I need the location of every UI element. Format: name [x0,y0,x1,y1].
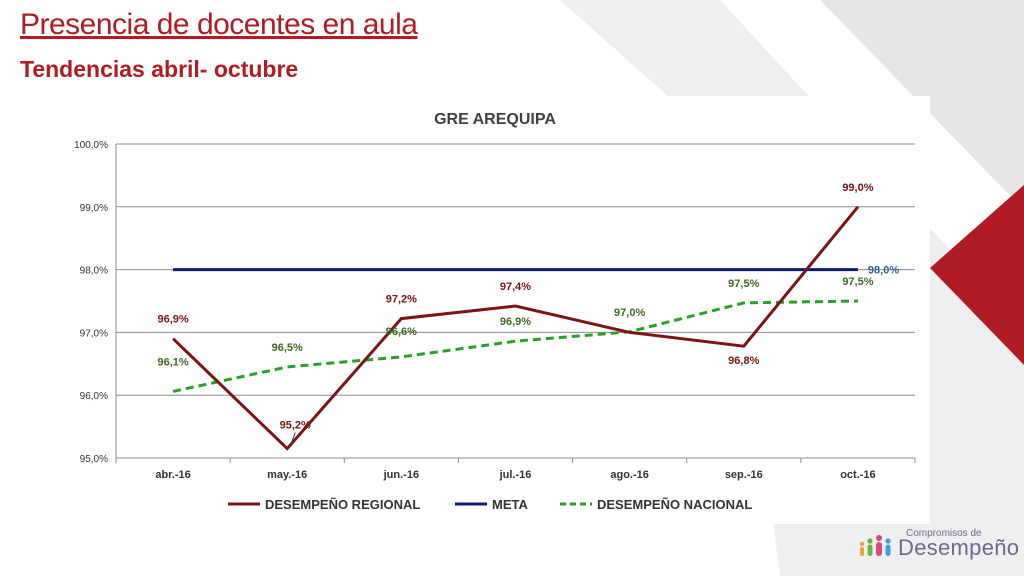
y-tick-label: 99,0% [80,203,108,214]
data-label-nacional: 96,6% [386,326,417,338]
chart-container: GRE AREQUIPA 95,0% 96,0% 97,0% 98,0% 99,0% 100… [60,96,930,524]
x-tick-label: jul.-16 [499,469,532,481]
legend-label: DESEMPEÑO REGIONAL [265,497,420,512]
data-label-regional: 99,0% [842,182,873,194]
data-label-nacional: 97,0% [614,307,645,319]
data-label-nacional: 96,5% [272,342,303,354]
data-label-leader [289,432,296,447]
series-line-nacional [172,299,858,393]
x-tick-label: ago.-16 [610,469,649,481]
data-label-nacional: 97,5% [842,276,873,288]
x-tick-label: may.-16 [267,469,307,481]
data-label-nacional: 96,1% [157,356,188,368]
slide-subtitle: Tendencias abril- octubre [20,56,299,82]
legend-label: DESEMPEÑO NACIONAL [597,497,752,512]
data-label-regional: 95,2% [280,420,311,432]
y-tick-label: 95,0% [80,454,108,465]
brand-logo: Compromisos de Desempeño [858,528,1019,562]
red-triangle-shape [930,185,1024,365]
data-label-nacional: 97,5% [728,278,759,290]
brand-text-big: Desempeño [898,535,1020,560]
data-label-regional: 96,9% [157,314,188,326]
y-tick-label: 98,0% [80,266,108,277]
x-tick-label: jun.-16 [383,469,419,481]
x-tick-label: sep.-16 [725,469,763,481]
data-label-meta: 98,0% [868,265,899,277]
line-chart: GRE AREQUIPA 95,0% 96,0% 97,0% 98,0% 99,0% 100… [74,111,916,512]
data-label-regional: 97,4% [500,281,531,293]
data-label-nacional: 96,9% [500,316,531,328]
x-tick-label: abr.-16 [155,469,190,481]
brand-text-small: Compromisos de [906,528,982,539]
gray-corner-shape [625,0,1024,210]
y-tick-label: 96,0% [80,391,108,402]
data-label-regional: 97,2% [386,294,417,306]
slide-title: Presencia de docentes en aula [20,8,418,41]
data-label-regional: 96,8% [728,355,759,367]
legend-label: META [492,497,528,512]
y-tick-label: 97,0% [80,328,108,339]
chart-title: GRE AREQUIPA [434,111,556,128]
x-tick-label: oct.-16 [840,469,875,481]
series-line-regional [172,205,860,451]
people-icon [859,535,891,556]
y-tick-label: 100,0% [74,140,108,151]
